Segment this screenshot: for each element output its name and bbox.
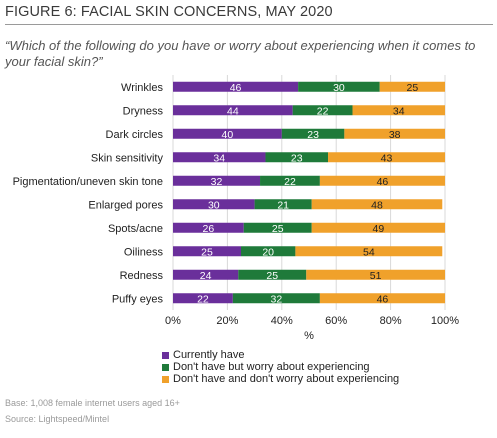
title-divider bbox=[5, 24, 493, 25]
category-label: Wrinkles bbox=[121, 82, 163, 94]
bar-segment bbox=[173, 293, 233, 304]
x-tick-label: 40% bbox=[271, 315, 293, 327]
bar-segment bbox=[379, 81, 445, 92]
x-axis-label: % bbox=[304, 330, 314, 342]
bar-segment bbox=[265, 152, 329, 163]
bar-segment bbox=[295, 246, 443, 257]
category-label: Enlarged pores bbox=[88, 199, 163, 211]
data-label: 30 bbox=[208, 199, 220, 211]
legend-item: Currently have bbox=[162, 349, 399, 361]
data-label: 30 bbox=[333, 82, 345, 94]
data-label: 22 bbox=[317, 105, 329, 117]
legend-swatch bbox=[162, 375, 169, 383]
x-tick-label: 100% bbox=[431, 315, 459, 327]
data-label: 48 bbox=[371, 199, 383, 211]
legend-label: Don't have and don't worry about experie… bbox=[173, 373, 400, 385]
bar-segment bbox=[260, 175, 320, 186]
bar-segment bbox=[173, 269, 239, 280]
legend-label: Currently have bbox=[173, 349, 245, 361]
data-label: 32 bbox=[271, 293, 283, 305]
legend-swatch bbox=[162, 363, 169, 371]
category-label: Puffy eyes bbox=[112, 293, 164, 305]
data-label: 21 bbox=[277, 199, 289, 211]
legend-label: Don't have but worry about experiencing bbox=[173, 361, 370, 373]
category-label: Pigmentation/uneven skin tone bbox=[13, 176, 163, 188]
base-footnote: Base: 1,008 female internet users aged 1… bbox=[5, 398, 180, 408]
category-label: Skin sensitivity bbox=[91, 152, 164, 164]
data-label: 25 bbox=[266, 270, 278, 282]
bar-segment bbox=[311, 199, 443, 210]
bar-segment bbox=[173, 105, 293, 116]
data-label: 46 bbox=[377, 293, 389, 305]
bar-segment bbox=[254, 199, 312, 210]
category-label: Oiliness bbox=[124, 246, 164, 258]
data-label: 54 bbox=[363, 246, 375, 258]
data-label: 49 bbox=[373, 223, 385, 235]
data-label: 46 bbox=[377, 176, 389, 188]
bar-segment bbox=[319, 293, 445, 304]
data-label: 32 bbox=[211, 176, 223, 188]
data-label: 23 bbox=[291, 152, 303, 164]
bar-segment bbox=[173, 81, 299, 92]
x-tick-label: 0% bbox=[165, 315, 181, 327]
data-label: 22 bbox=[197, 293, 209, 305]
data-label: 20 bbox=[262, 246, 274, 258]
data-label: 51 bbox=[370, 270, 382, 282]
survey-question: “Which of the following do you have or w… bbox=[5, 38, 476, 69]
data-label: 34 bbox=[393, 105, 405, 117]
category-label: Spots/acne bbox=[108, 223, 163, 235]
bar-segment bbox=[238, 269, 307, 280]
data-label: 40 bbox=[222, 129, 234, 141]
bar-segment bbox=[173, 199, 255, 210]
bar-segment bbox=[173, 222, 244, 233]
x-tick-label: 20% bbox=[216, 315, 238, 327]
chart-legend: Currently have Don't have but worry about… bbox=[162, 349, 399, 385]
bar-segment bbox=[298, 81, 380, 92]
data-label: 25 bbox=[272, 223, 284, 235]
data-label: 46 bbox=[230, 82, 242, 94]
bar-segment bbox=[243, 222, 312, 233]
legend-item: Don't have but worry about experiencing bbox=[162, 361, 399, 373]
bar-segment bbox=[328, 152, 445, 163]
bar-segment bbox=[232, 293, 320, 304]
category-label: Dark circles bbox=[106, 129, 164, 141]
bar-segment bbox=[292, 105, 353, 116]
data-label: 43 bbox=[381, 152, 393, 164]
bar-segment bbox=[241, 246, 296, 257]
bar-segment bbox=[173, 246, 241, 257]
legend-swatch bbox=[162, 351, 169, 359]
bar-segment bbox=[306, 269, 445, 280]
data-label: 26 bbox=[203, 223, 215, 235]
data-label: 44 bbox=[227, 105, 239, 117]
figure-title: FIGURE 6: FACIAL SKIN CONCERNS, MAY 2020 bbox=[5, 4, 333, 20]
stacked-bar-chart: 0% 20% 40% 60% 80% 100%% Wrinkles 46 30 25 Dryness… bbox=[13, 75, 459, 342]
x-tick-label: 80% bbox=[380, 315, 402, 327]
data-label: 25 bbox=[407, 82, 419, 94]
bar-segment bbox=[173, 175, 261, 186]
data-label: 22 bbox=[284, 176, 296, 188]
bar-segment bbox=[281, 128, 345, 139]
bar-segment bbox=[319, 175, 445, 186]
category-label: Dryness bbox=[123, 105, 164, 117]
data-label: 23 bbox=[307, 129, 319, 141]
legend-item: Don't have and don't worry about experie… bbox=[162, 373, 399, 385]
data-label: 24 bbox=[200, 270, 212, 282]
data-label: 25 bbox=[201, 246, 213, 258]
bar-segment bbox=[311, 222, 445, 233]
data-label: 34 bbox=[213, 152, 225, 164]
bar-segment bbox=[173, 152, 266, 163]
source-footnote: Source: Lightspeed/Mintel bbox=[5, 414, 110, 424]
bar-segment bbox=[344, 128, 445, 139]
category-label: Redness bbox=[120, 270, 164, 282]
bar-segment bbox=[352, 105, 445, 116]
x-tick-label: 60% bbox=[325, 315, 347, 327]
data-label: 38 bbox=[389, 129, 401, 141]
bar-segment bbox=[173, 128, 282, 139]
